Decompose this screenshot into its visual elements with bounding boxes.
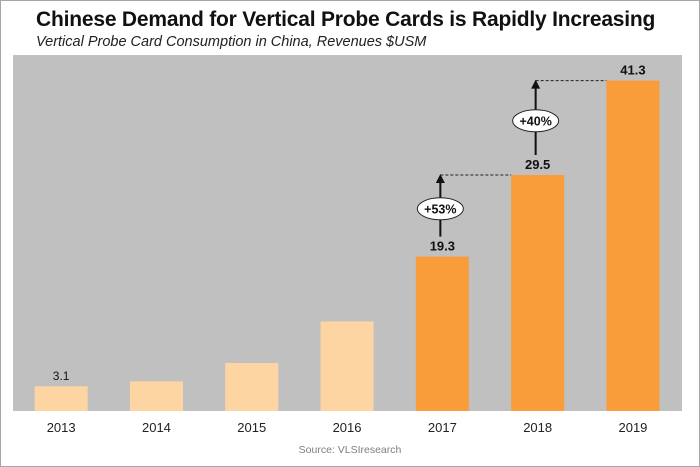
x-tick-label-2019: 2019 bbox=[618, 420, 647, 435]
growth-annotation-2019: +40% bbox=[512, 79, 607, 155]
bar-2015 bbox=[225, 363, 279, 411]
x-tick-label-2017: 2017 bbox=[428, 420, 457, 435]
data-label-2019: 41.3 bbox=[620, 63, 645, 78]
growth-label: +40% bbox=[519, 114, 551, 128]
bar-2013 bbox=[34, 386, 88, 411]
source-note: Source: VLSIresearch bbox=[298, 444, 402, 456]
growth-label: +53% bbox=[424, 202, 456, 216]
bar-2018 bbox=[511, 175, 565, 411]
x-tick-label-2014: 2014 bbox=[142, 420, 171, 435]
bar-2017 bbox=[415, 256, 469, 411]
growth-badge bbox=[512, 109, 560, 133]
bar-2014 bbox=[129, 381, 183, 411]
x-tick-label-2013: 2013 bbox=[47, 420, 76, 435]
chart-title: Chinese Demand for Vertical Probe Cards … bbox=[36, 8, 656, 31]
x-tick-label-2018: 2018 bbox=[523, 420, 552, 435]
x-tick-label-2015: 2015 bbox=[237, 420, 266, 435]
bar-2019 bbox=[606, 80, 660, 411]
chart-subtitle: Vertical Probe Card Consumption in China… bbox=[36, 34, 427, 50]
data-label-2018: 29.5 bbox=[525, 157, 550, 172]
data-label-2013: 3.1 bbox=[53, 369, 70, 383]
growth-badge bbox=[416, 197, 464, 221]
x-tick-label-2016: 2016 bbox=[333, 420, 362, 435]
data-label-2017: 19.3 bbox=[430, 239, 455, 254]
bar-2016 bbox=[320, 321, 374, 411]
growth-annotation-2018: +53% bbox=[416, 174, 512, 237]
